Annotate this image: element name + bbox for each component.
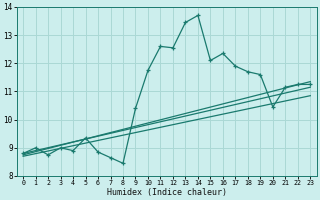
X-axis label: Humidex (Indice chaleur): Humidex (Indice chaleur)	[107, 188, 227, 197]
